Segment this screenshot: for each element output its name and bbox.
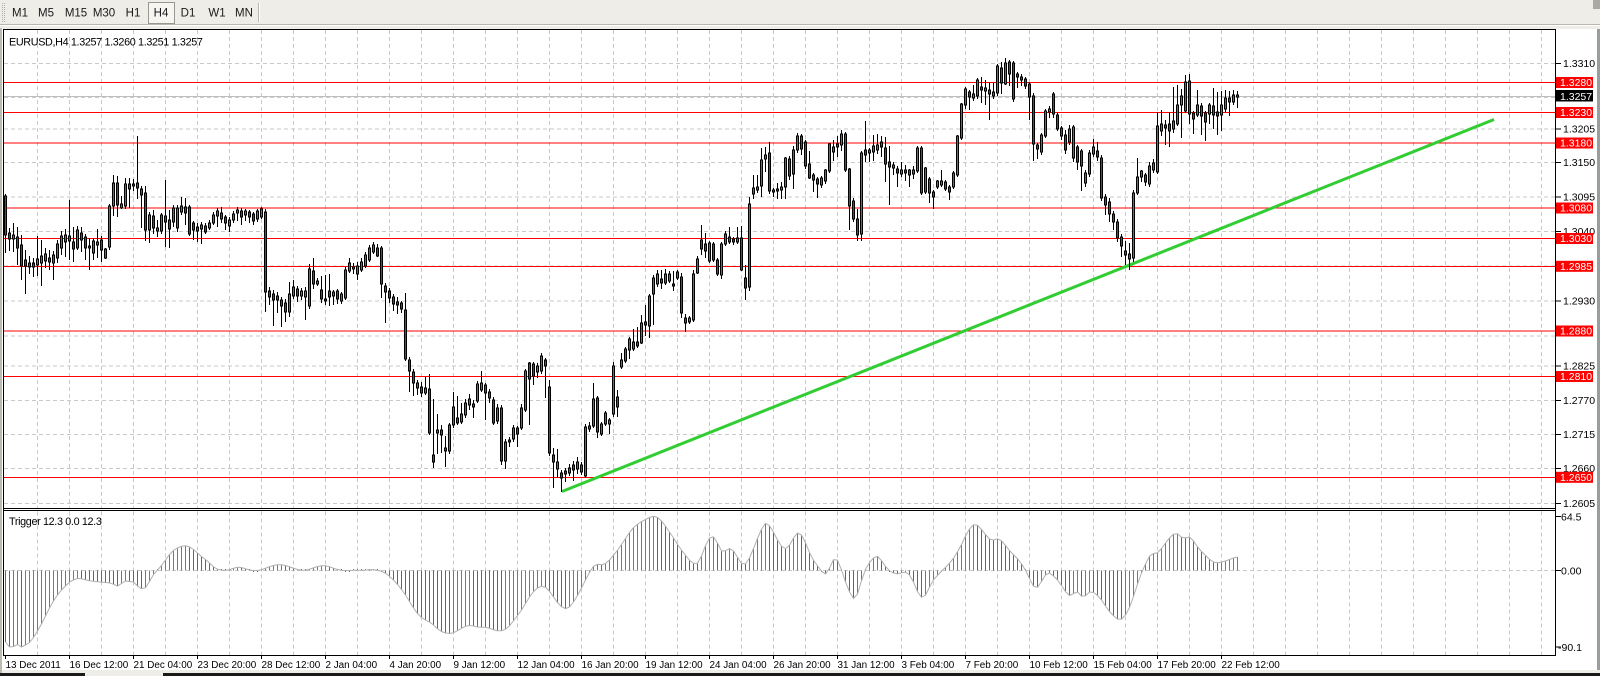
svg-text:W1: W1 [208,8,225,20]
svg-text:7 Feb 20:00: 7 Feb 20:00 [966,660,1019,671]
svg-text:1.2770: 1.2770 [1563,395,1595,407]
svg-text:1.2650: 1.2650 [1560,472,1592,484]
svg-text:1.3280: 1.3280 [1560,77,1592,89]
svg-text:1.3030: 1.3030 [1560,233,1592,245]
svg-text:Trigger 12.3 0.0 12.3: Trigger 12.3 0.0 12.3 [9,516,102,528]
svg-text:23 Dec 20:00: 23 Dec 20:00 [198,660,257,671]
svg-text:26 Jan 20:00: 26 Jan 20:00 [774,660,832,671]
svg-text:10 Feb 12:00: 10 Feb 12:00 [1030,660,1089,671]
svg-text:31 Jan 12:00: 31 Jan 12:00 [838,660,896,671]
svg-text:M15: M15 [65,8,87,20]
svg-text:-90.1: -90.1 [1558,642,1582,654]
svg-text:1.2825: 1.2825 [1563,361,1595,373]
svg-text:D1: D1 [181,8,196,20]
svg-text:1.3230: 1.3230 [1560,107,1592,119]
svg-text:1.3080: 1.3080 [1560,203,1592,215]
svg-text:1.2880: 1.2880 [1560,326,1592,338]
svg-text:0.00: 0.00 [1561,566,1582,578]
svg-text:1.2930: 1.2930 [1563,296,1595,308]
svg-text:M1: M1 [12,8,28,20]
svg-text:1.2985: 1.2985 [1560,261,1592,273]
svg-text:1.3095: 1.3095 [1563,192,1595,204]
svg-text:15 Feb 04:00: 15 Feb 04:00 [1094,660,1153,671]
svg-text:17 Feb 20:00: 17 Feb 20:00 [1158,660,1217,671]
svg-text:1.3310: 1.3310 [1563,58,1595,70]
svg-text:21 Dec 04:00: 21 Dec 04:00 [134,660,193,671]
svg-text:12 Jan 04:00: 12 Jan 04:00 [518,660,576,671]
svg-text:19 Jan 12:00: 19 Jan 12:00 [646,660,704,671]
svg-text:1.2810: 1.2810 [1560,371,1592,383]
svg-text:16 Jan 20:00: 16 Jan 20:00 [582,660,640,671]
svg-text:MN: MN [235,8,253,20]
svg-text:24 Jan 04:00: 24 Jan 04:00 [710,660,768,671]
svg-text:H1: H1 [126,8,141,20]
svg-text:1.3205: 1.3205 [1563,124,1595,136]
svg-text:M5: M5 [38,8,54,20]
svg-text:9 Jan 12:00: 9 Jan 12:00 [454,660,506,671]
svg-text:EURUSD,H4 1.3257 1.3260 1.325: EURUSD,H4 1.3257 1.3260 1.3251 1.3257 [9,37,203,49]
svg-text:13 Dec 2011: 13 Dec 2011 [6,660,62,671]
svg-text:1.3257: 1.3257 [1560,91,1592,103]
svg-text:28 Dec 12:00: 28 Dec 12:00 [262,660,321,671]
svg-text:H4: H4 [154,8,169,20]
svg-text:1.2715: 1.2715 [1563,429,1595,441]
svg-text:1.2605: 1.2605 [1563,498,1595,510]
svg-text:22 Feb 12:00: 22 Feb 12:00 [1222,660,1281,671]
svg-text:M30: M30 [93,8,115,20]
svg-text:3 Feb 04:00: 3 Feb 04:00 [902,660,955,671]
svg-text:64.5: 64.5 [1561,512,1582,524]
svg-text:2 Jan 04:00: 2 Jan 04:00 [326,660,378,671]
svg-text:1.3150: 1.3150 [1563,157,1595,169]
svg-text:4 Jan 20:00: 4 Jan 20:00 [390,660,442,671]
svg-text:1.3180: 1.3180 [1560,138,1592,150]
svg-text:16 Dec 12:00: 16 Dec 12:00 [70,660,129,671]
